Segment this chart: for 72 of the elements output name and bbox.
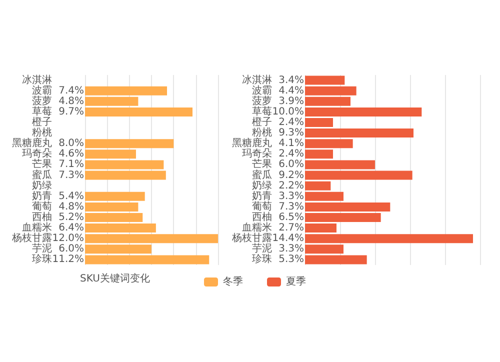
y-tick-label: 奶青	[252, 190, 272, 202]
y-tick-label: 草莓	[252, 105, 272, 118]
data-label: 6.0%	[278, 159, 304, 170]
y-tick-label: 波霸	[32, 84, 52, 96]
data-label: 2.2%	[278, 180, 304, 192]
y-tick-label: 奶绿	[32, 180, 52, 192]
data-label: 3.3%	[278, 244, 304, 255]
y-tick-label: 冰淇淋	[22, 74, 52, 86]
y-tick-label: 黑糖鹿丸	[232, 137, 272, 150]
y-tick-label: 珍珠	[32, 253, 52, 266]
y-tick-label: 杨枝甘露	[231, 232, 272, 244]
y-tick-label: 波霸	[252, 84, 272, 96]
y-tick-label: 葡萄	[252, 200, 272, 212]
y-tick-label: 西柚	[32, 211, 52, 223]
data-label: 10.0%	[272, 106, 304, 118]
y-tick-label: 西柚	[252, 211, 272, 223]
data-label: 12.0%	[52, 233, 84, 244]
legend-label: 夏季	[286, 276, 306, 288]
y-tick-label: 杨枝甘露	[11, 232, 52, 244]
bar	[85, 170, 166, 180]
y-tick-label: 芒果	[252, 158, 272, 170]
y-tick-label: 粉桃	[252, 126, 272, 139]
data-label: 7.1%	[58, 159, 84, 170]
y-tick-label: 蜜瓜	[32, 168, 52, 181]
data-label: 7.4%	[58, 85, 84, 96]
y-tick-label: 草莓	[32, 105, 52, 118]
data-label: 11.2%	[52, 254, 84, 266]
data-label: 2.7%	[278, 222, 304, 234]
y-tick-label: 奶绿	[252, 180, 272, 192]
y-tick-label: 芒果	[32, 158, 52, 170]
data-label: 3.4%	[278, 74, 304, 86]
legend-title: SKU关键词变化	[80, 272, 150, 284]
data-label: 3.3%	[278, 190, 304, 202]
y-tick-label: 奶青	[32, 190, 52, 202]
data-label: 4.4%	[278, 85, 304, 96]
data-label: 7.3%	[278, 201, 304, 212]
data-label: 6.0%	[58, 244, 84, 255]
y-tick-label: 冰淇淋	[242, 74, 272, 86]
data-label: 4.1%	[278, 138, 304, 150]
y-tick-label: 橙子	[32, 116, 52, 128]
y-tick-label: 蜜瓜	[252, 168, 272, 181]
data-label: 5.4%	[58, 190, 84, 202]
y-tick-label: 橙子	[252, 116, 272, 128]
data-label: 6.5%	[278, 212, 304, 223]
data-label: 4.6%	[58, 148, 84, 160]
data-label: 3.9%	[278, 96, 304, 107]
y-tick-label: 菠萝	[252, 94, 272, 107]
data-label: 4.8%	[58, 96, 84, 107]
y-tick-label: 芋泥	[32, 242, 52, 255]
legend-label: 冬季	[223, 276, 243, 288]
y-tick-label: 芋泥	[252, 242, 272, 255]
data-label: 5.2%	[58, 212, 84, 223]
data-label: 5.3%	[278, 254, 304, 266]
y-tick-label: 珍珠	[252, 253, 272, 266]
data-label: 8.0%	[58, 138, 84, 150]
y-tick-label: 粉桃	[32, 126, 52, 139]
y-tick-label: 玛奇朵	[22, 148, 52, 160]
data-label: 2.4%	[278, 117, 304, 128]
y-tick-label: 血糯米	[242, 222, 272, 234]
data-label: 14.4%	[272, 233, 304, 244]
data-label: 9.2%	[278, 170, 304, 181]
data-label: 9.7%	[58, 106, 84, 118]
data-label: 4.8%	[58, 201, 84, 212]
data-label: 7.3%	[58, 170, 84, 181]
data-label: 2.4%	[278, 148, 304, 160]
data-label: 9.3%	[278, 128, 304, 139]
y-tick-label: 菠萝	[32, 94, 52, 107]
y-tick-label: 葡萄	[32, 200, 52, 212]
y-tick-label: 玛奇朵	[242, 148, 272, 160]
y-tick-label: 血糯米	[22, 222, 52, 234]
data-label: 6.4%	[58, 222, 84, 234]
y-tick-label: 黑糖鹿丸	[12, 137, 52, 150]
